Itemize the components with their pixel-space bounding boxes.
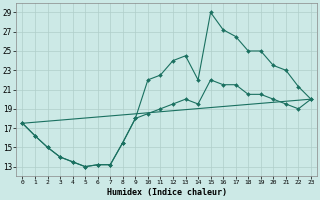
X-axis label: Humidex (Indice chaleur): Humidex (Indice chaleur) <box>107 188 227 197</box>
